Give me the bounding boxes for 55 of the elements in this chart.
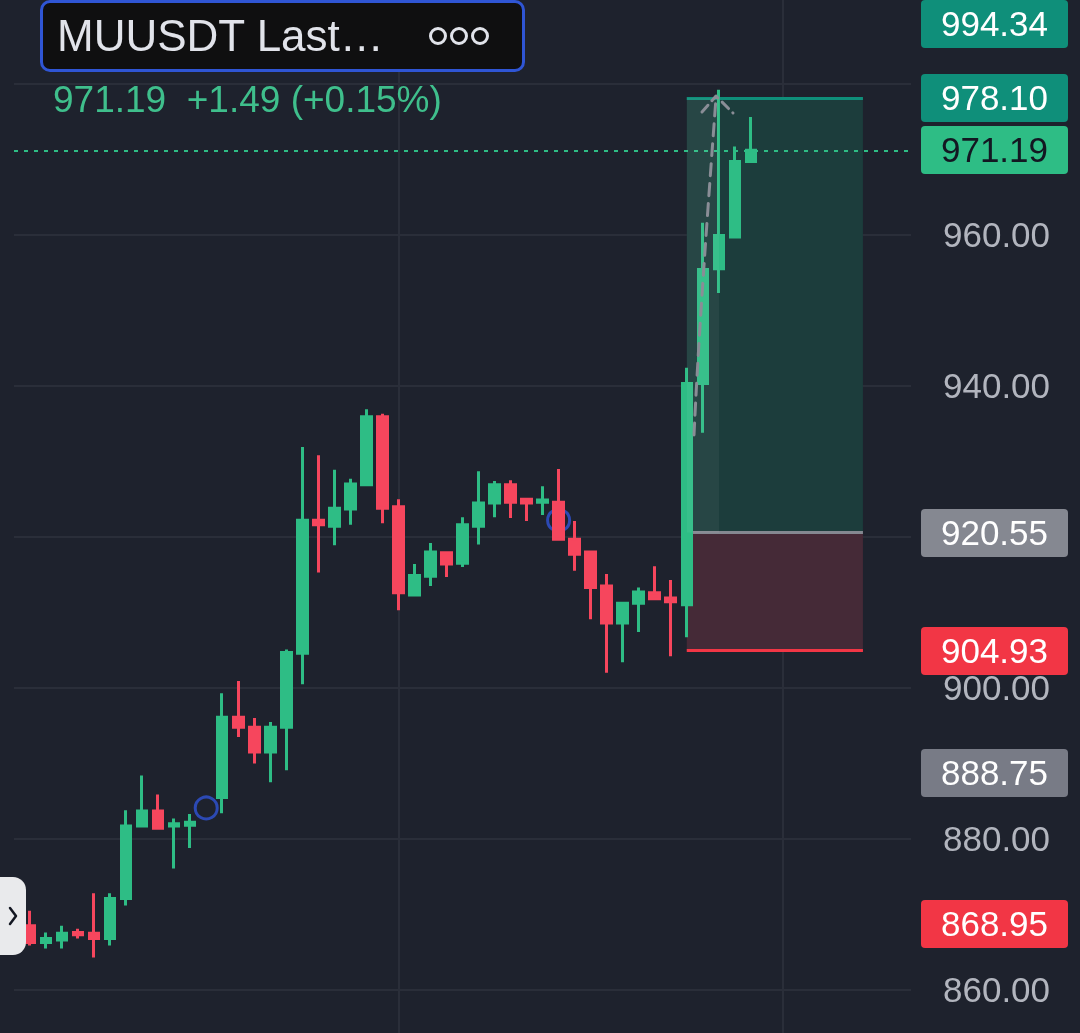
candlestick <box>248 718 261 764</box>
candlestick <box>136 775 148 828</box>
candlestick <box>681 367 693 638</box>
candlestick <box>56 925 68 949</box>
y-tick-label: 940.00 <box>943 366 1051 406</box>
candlestick <box>264 721 277 783</box>
ref-line-label: 920.55 <box>921 508 1068 557</box>
candlestick <box>392 499 405 611</box>
candlestick <box>472 471 485 545</box>
candlestick <box>104 893 116 946</box>
candlestick <box>72 927 84 941</box>
candlestick <box>120 810 132 906</box>
candlestick <box>328 469 341 546</box>
candlestick <box>216 693 228 814</box>
candlestick <box>296 447 309 685</box>
title-panel: MUUSDT Last… <box>40 0 525 72</box>
y-tick-label: 880.00 <box>943 819 1051 859</box>
candlestick <box>536 486 549 515</box>
candlestick <box>552 468 565 541</box>
candlestick <box>88 893 100 958</box>
candlestick <box>504 480 517 519</box>
candlestick <box>360 409 373 487</box>
candlestick <box>280 649 293 771</box>
candlestick <box>568 521 581 571</box>
text: 888.75 <box>921 749 1068 797</box>
text: 971.19 +1.49 (+0.15%) <box>53 78 442 122</box>
candlestick <box>344 478 357 525</box>
candlestick <box>408 564 421 597</box>
candlestick <box>184 814 196 848</box>
ref-line-label: 904.93 <box>921 626 1068 675</box>
text: 868.95 <box>921 900 1068 948</box>
ref-line-label: 971.19 <box>921 126 1068 175</box>
candlestick <box>616 601 629 663</box>
text: 994.34 <box>921 0 1068 48</box>
candlestick <box>648 566 661 601</box>
y-tick-label: 860.00 <box>943 970 1051 1010</box>
candlestick <box>376 413 389 524</box>
candlestick <box>520 497 533 522</box>
candlestick <box>488 481 501 518</box>
candlestick <box>456 517 469 568</box>
candlestick <box>152 794 164 830</box>
candlestick <box>424 542 437 586</box>
ref-line-label: 978.10 <box>921 74 1068 123</box>
chart-title: MUUSDT Last… <box>57 11 384 61</box>
y-tick-label: 960.00 <box>943 215 1051 255</box>
candlestick <box>312 455 325 573</box>
candlestick <box>632 587 645 633</box>
candlestick <box>440 551 453 577</box>
candlestick <box>584 550 597 620</box>
candlestick <box>24 910 36 946</box>
candlestick <box>40 932 52 949</box>
candlestick <box>600 573 613 673</box>
candlestick <box>168 818 180 869</box>
candlestick <box>232 681 245 737</box>
candlestick <box>664 579 677 657</box>
